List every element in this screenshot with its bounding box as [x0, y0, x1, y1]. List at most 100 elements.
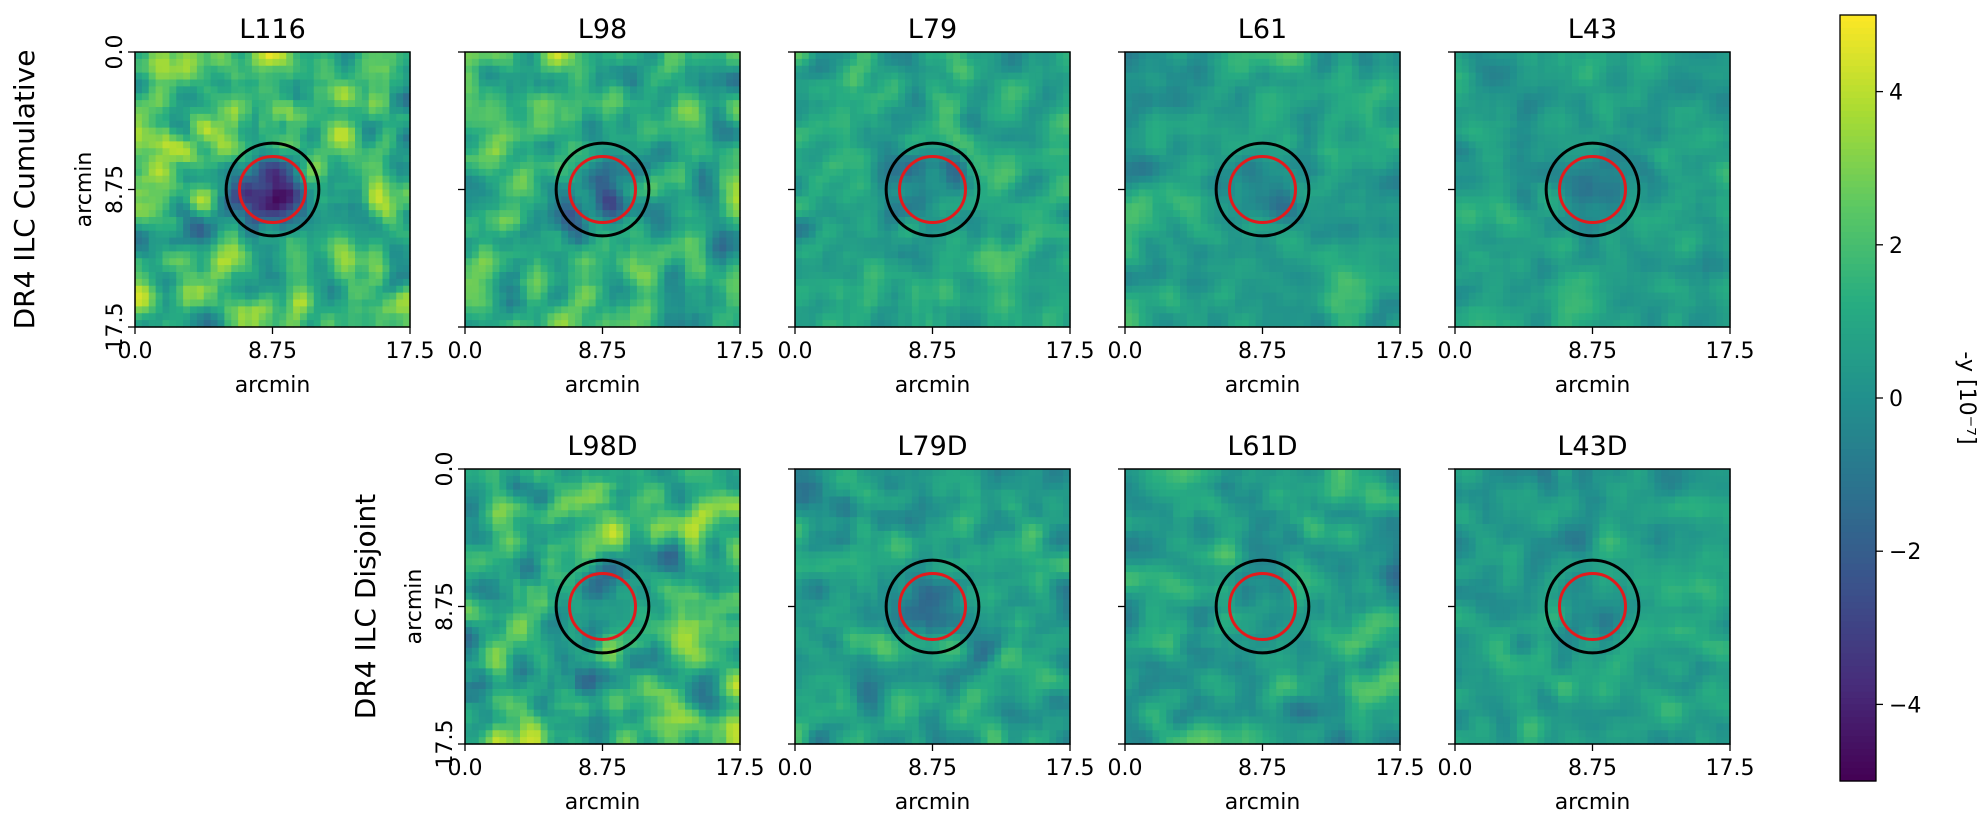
map-pixel — [685, 196, 693, 204]
map-pixel — [643, 100, 652, 108]
map-pixel — [581, 175, 590, 184]
map-pixel — [396, 320, 404, 328]
map-pixel — [719, 278, 727, 287]
map-pixel — [183, 196, 191, 204]
map-pixel — [643, 107, 652, 115]
map-pixel — [698, 162, 707, 170]
map-pixel — [1008, 306, 1016, 314]
map-pixel — [520, 278, 528, 287]
map-pixel — [526, 72, 535, 81]
map-pixel — [224, 230, 232, 239]
map-pixel — [980, 251, 989, 259]
map-pixel — [602, 120, 610, 129]
map-pixel — [1015, 120, 1023, 129]
map-pixel — [141, 100, 150, 108]
map-pixel — [630, 244, 638, 252]
map-pixel — [375, 113, 384, 122]
map-pixel — [856, 203, 865, 211]
map-pixel — [293, 320, 301, 328]
map-pixel — [973, 168, 982, 177]
map-pixel — [272, 127, 280, 136]
map-pixel — [987, 292, 995, 301]
map-pixel — [1345, 65, 1353, 74]
map-pixel — [980, 58, 989, 67]
map-pixel — [176, 299, 184, 307]
map-pixel — [815, 265, 824, 273]
map-pixel — [320, 155, 329, 163]
map-pixel — [829, 127, 837, 136]
map-pixel — [795, 292, 803, 301]
map-pixel — [176, 148, 184, 156]
map-pixel — [1035, 265, 1044, 273]
map-pixel — [987, 120, 995, 129]
map-pixel — [561, 162, 569, 170]
map-pixel — [169, 120, 177, 129]
map-pixel — [334, 306, 342, 314]
map-pixel — [169, 86, 177, 94]
map-pixel — [492, 230, 500, 239]
map-pixel — [286, 313, 294, 321]
map-pixel — [691, 223, 700, 232]
map-pixel — [595, 299, 604, 307]
map-pixel — [863, 175, 872, 184]
map-pixel — [960, 93, 968, 101]
map-pixel — [190, 52, 198, 60]
map-pixel — [520, 265, 528, 273]
map-pixel — [602, 175, 610, 184]
map-pixel — [795, 217, 803, 225]
map-pixel — [286, 299, 294, 307]
map-pixel — [905, 168, 913, 177]
map-pixel — [375, 306, 384, 314]
map-pixel — [196, 113, 205, 122]
map-pixel — [650, 189, 659, 197]
map-pixel — [1049, 120, 1057, 129]
map-pixel — [1015, 100, 1023, 108]
map-pixel — [155, 265, 164, 273]
map-pixel — [217, 217, 225, 225]
map-pixel — [210, 230, 219, 239]
map-pixel — [320, 299, 329, 307]
map-pixel — [162, 93, 170, 101]
map-pixel — [1056, 72, 1064, 81]
map-pixel — [733, 65, 741, 74]
map-pixel — [341, 107, 349, 115]
map-pixel — [808, 292, 817, 301]
map-pixel — [1042, 134, 1050, 142]
map-pixel — [368, 237, 377, 246]
map-pixel — [836, 210, 844, 218]
map-pixel — [568, 107, 576, 115]
map-pixel — [1159, 65, 1167, 74]
map-pixel — [396, 58, 404, 67]
map-pixel — [1035, 168, 1044, 177]
map-pixel — [836, 58, 844, 67]
map-pixel — [1214, 72, 1222, 81]
map-pixel — [581, 313, 590, 321]
map-pixel — [499, 107, 507, 115]
map-pixel — [891, 168, 899, 177]
map-pixel — [960, 134, 968, 142]
map-pixel — [334, 58, 342, 67]
map-pixel — [973, 113, 982, 122]
map-pixel — [327, 320, 335, 328]
map-pixel — [526, 265, 535, 273]
map-pixel — [231, 155, 239, 163]
map-pixel — [334, 278, 342, 287]
map-pixel — [334, 155, 342, 163]
map-pixel — [905, 251, 913, 259]
map-pixel — [506, 285, 514, 294]
map-pixel — [671, 244, 679, 252]
map-pixel — [1063, 141, 1071, 149]
map-pixel — [966, 52, 975, 60]
map-pixel — [561, 299, 569, 307]
map-pixel — [1283, 72, 1291, 81]
map-pixel — [801, 100, 810, 108]
map-pixel — [135, 127, 143, 136]
map-pixel — [843, 272, 851, 280]
map-pixel — [836, 100, 844, 108]
map-pixel — [678, 189, 686, 197]
map-pixel — [850, 313, 858, 321]
map-pixel — [581, 107, 590, 115]
map-pixel — [203, 72, 212, 81]
map-pixel — [485, 141, 494, 149]
map-pixel — [815, 278, 824, 287]
